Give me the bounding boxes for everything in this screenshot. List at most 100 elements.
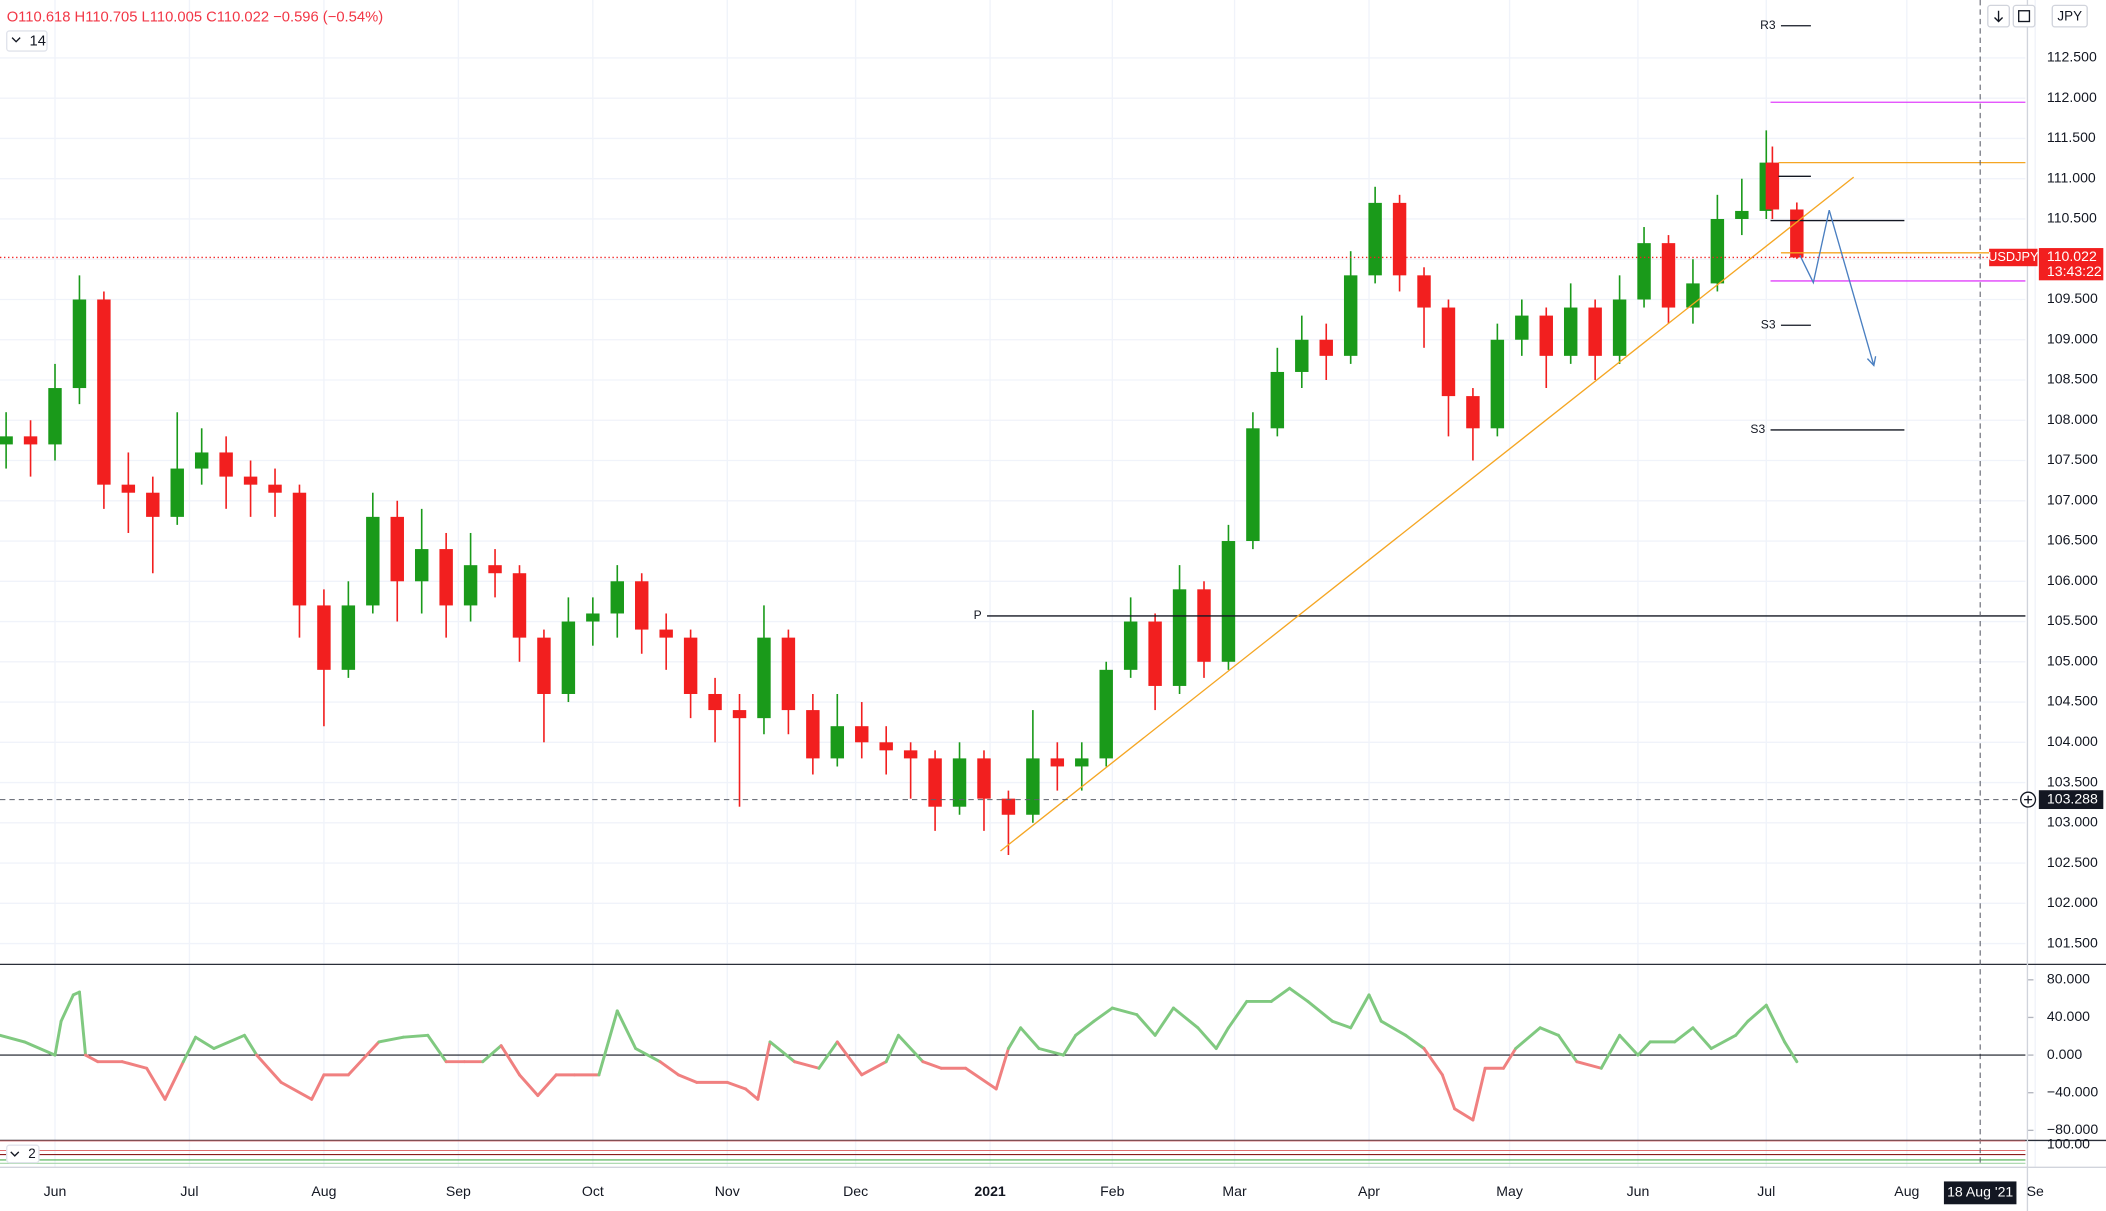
candle-body: [0, 436, 13, 445]
oscillator-segment: [346, 1040, 381, 1077]
candle-body: [830, 726, 845, 759]
oscillator-segment: [1196, 1026, 1218, 1050]
y-tick-label: 102.000: [2047, 894, 2098, 910]
x-tick-label: May: [1496, 1183, 1524, 1199]
oscillator-segment: [1404, 1033, 1426, 1050]
candle-body: [659, 629, 673, 638]
currency-button[interactable]: [2051, 4, 2088, 28]
candle-body: [292, 492, 307, 606]
chevron-icon: [10, 1151, 20, 1157]
oscillator-segment: [84, 1053, 100, 1064]
oscillator-segment: [1306, 999, 1334, 1023]
crosshair-price-label: 103.288: [2047, 790, 2098, 806]
y-tick-label: −80.000: [2047, 1121, 2098, 1137]
candle-body: [1172, 589, 1187, 686]
y-tick-label: 104.000: [2047, 733, 2098, 749]
x-tick-label: Aug: [1894, 1183, 1919, 1199]
oscillator-segment: [481, 1044, 503, 1064]
y-tick-label: 40.000: [2047, 1008, 2090, 1024]
y-tick-label: 103.000: [2047, 814, 2098, 830]
candle-body: [1515, 315, 1529, 340]
y-tick-label: 109.500: [2047, 290, 2098, 306]
candle-body: [1612, 299, 1627, 356]
candle-body: [1270, 371, 1285, 429]
x-tick-label: Jun: [44, 1183, 67, 1199]
y-tick-label: 105.500: [2047, 612, 2098, 628]
candle-body: [48, 388, 62, 445]
oscillator-segment: [1618, 1033, 1640, 1057]
y-tick-label: 109.000: [2047, 330, 2098, 346]
candle-body: [1539, 315, 1553, 356]
pivot-label: S3: [1761, 317, 1776, 331]
oscillator-segment: [1092, 1006, 1114, 1023]
oscillator-segment: [756, 1040, 772, 1101]
candle-body: [1148, 621, 1162, 686]
oscillator-segment: [59, 993, 75, 1023]
oscillator-segment: [1019, 1026, 1041, 1050]
oscillator-segment: [1153, 1006, 1175, 1037]
oscillator-segment: [1367, 993, 1383, 1023]
y-tick-label: 104.500: [2047, 693, 2098, 709]
candle-body: [1466, 396, 1480, 429]
y-tick-label: 0.000: [2047, 1046, 2082, 1062]
arrow-head: [1866, 356, 1877, 367]
candle-body: [463, 565, 478, 606]
oscillator-segment: [964, 1066, 998, 1091]
candle-body: [1710, 218, 1725, 284]
x-tick-label: Apr: [1358, 1183, 1380, 1199]
candle-body: [1735, 210, 1749, 219]
last-price-tag: [2038, 248, 2104, 281]
oscillator-segment: [1746, 1003, 1768, 1023]
candle-body: [635, 581, 649, 630]
candle-body: [781, 637, 796, 711]
candle-body: [390, 516, 404, 582]
candle-body: [1197, 589, 1211, 662]
x-tick-label: Se: [2027, 1183, 2044, 1199]
candle-body: [1563, 307, 1578, 356]
oscillator-segment: [1135, 1013, 1157, 1037]
last-price-label: 110.022: [2047, 248, 2097, 264]
candle-body: [1099, 669, 1113, 759]
indicator-toggle[interactable]: [6, 30, 48, 52]
candle-body: [1765, 162, 1780, 210]
oscillator-segment: [725, 1080, 748, 1091]
oscillator-segment: [1074, 1019, 1096, 1037]
oscillator-segment: [817, 1040, 839, 1070]
oscillator-segment: [884, 1033, 900, 1064]
oscillator-segment: [1330, 1019, 1353, 1030]
candle-body: [1392, 202, 1407, 276]
crosshair-time-tag: [1943, 1181, 2017, 1205]
oscillator-segment: [597, 1009, 619, 1077]
y-tick-label: 111.000: [2047, 169, 2096, 185]
oscillator-segment: [1214, 1026, 1230, 1050]
reset-button[interactable]: [2012, 4, 2036, 28]
candle-body: [194, 452, 209, 469]
candle-body: [366, 516, 380, 606]
y-tick-label: 108.000: [2047, 411, 2098, 427]
plus-icon: [2024, 795, 2033, 804]
oscillator-segment: [1349, 993, 1371, 1030]
pivot-label: P: [974, 608, 982, 622]
y-tick-label: 107.000: [2047, 491, 2098, 507]
candle-body: [439, 549, 453, 606]
oscillator-segment: [793, 1060, 821, 1070]
candle-body: [1441, 307, 1456, 397]
candle-body: [488, 565, 502, 574]
candle-body: [1246, 428, 1260, 542]
y-tick-label: 107.500: [2047, 451, 2098, 467]
oscillator-segment: [279, 1080, 314, 1101]
indicator-toggle[interactable]: [6, 1144, 40, 1164]
oscillator-segment: [658, 1060, 680, 1077]
oscillator-segment: [255, 1053, 283, 1084]
oscillator-segment: [499, 1044, 521, 1077]
oscillator-segment: [1453, 1107, 1475, 1122]
candle-body: [1588, 307, 1602, 356]
oscillator-segment: [1269, 986, 1292, 1003]
oscillator-segment: [377, 1035, 405, 1044]
oscillator-segment: [1557, 1033, 1579, 1064]
countdown-label: 13:43:22: [2047, 263, 2102, 279]
candle-body: [1050, 758, 1065, 767]
y-tick-label: 112.500: [2047, 49, 2097, 65]
y-tick-label: 101.500: [2047, 934, 2098, 950]
